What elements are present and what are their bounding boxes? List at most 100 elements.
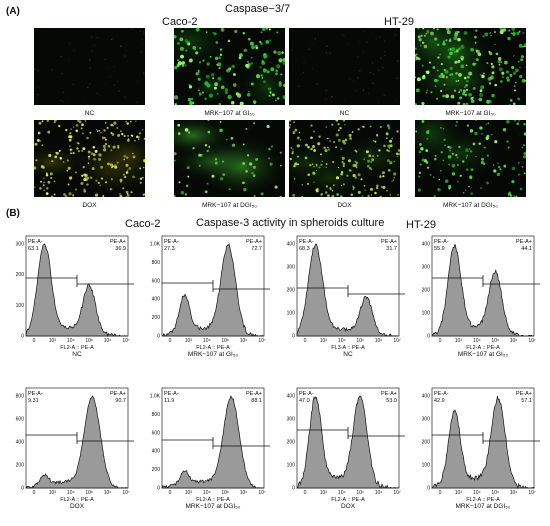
x-tick-label: 10³ — [49, 490, 57, 496]
x-axis-label: FL2-A :: PE-A — [196, 345, 230, 351]
x-tick-label: 10⁶ — [510, 338, 518, 344]
micrograph-cells — [34, 120, 145, 197]
x-tick-label: 10³ — [455, 490, 463, 496]
gate-negative-value: 63.1 — [28, 246, 39, 252]
histogram-area — [161, 395, 265, 489]
x-tick-label: 10⁷ — [528, 490, 536, 496]
x-tick-label: 10⁴ — [473, 338, 481, 344]
x-tick-label: 0 — [439, 338, 442, 344]
x-tick-label: 10⁵ — [356, 490, 364, 496]
x-tick-label: 10⁷ — [122, 490, 130, 496]
x-tick-label: 10⁴ — [338, 338, 346, 344]
y-tick-label: 400 — [287, 242, 296, 248]
gate-positive-value: 44.1 — [521, 246, 532, 252]
micrograph-caption: DOX — [82, 202, 97, 209]
y-tick-label: 200 — [16, 463, 25, 469]
y-tick-label: 100 — [422, 463, 431, 469]
y-tick-label: 200 — [287, 288, 296, 294]
histogram-caco2-nc: 0 100 200 300 0 10³ 10⁴ 10⁵ 10⁶ 10⁷ PE-A- 63.1 PE-A+… — [2, 226, 140, 364]
x-tick-label: 10⁴ — [203, 490, 211, 496]
gate-positive-value: 36.9 — [115, 246, 126, 252]
y-tick-label: 100 — [16, 303, 25, 309]
micrograph-caption: MRK−107 at DGI₅₀ — [443, 202, 498, 209]
micrograph-caption: NC — [84, 110, 95, 117]
y-tick-label: 400 — [422, 242, 431, 248]
gate-positive-label: PE-A+ — [381, 391, 397, 397]
x-tick-label: 10³ — [455, 338, 463, 344]
x-tick-label: 10⁶ — [104, 490, 112, 496]
y-tick-label: 600 — [152, 278, 161, 284]
micrograph-caption: MRK−107 at DGI₅₀ — [202, 202, 257, 209]
gate-positive-value: 57.1 — [521, 398, 532, 404]
x-tick-label: 10³ — [185, 338, 193, 344]
x-tick-label: 10⁶ — [104, 338, 112, 344]
gate-negative-value: 47.0 — [299, 398, 310, 404]
panel-a-title: Caspase−3/7 — [225, 3, 291, 15]
gate-negative-value: 27.3 — [164, 246, 175, 252]
y-tick-label: 0 — [157, 334, 160, 340]
gate-negative-label: PE-A- — [164, 391, 179, 397]
x-axis-label: FL2-A :: PE-A — [331, 497, 365, 503]
x-tick-label: 10³ — [185, 490, 193, 496]
histogram-ht29-mrk-gi50: 0 100 200 300 400 0 10³ 10⁴ 10⁵ 10⁶ 10⁷ PE-A- 55.9 PE… — [408, 226, 546, 364]
x-tick-label: 0 — [169, 338, 172, 344]
gate-negative-label: PE-A- — [434, 239, 449, 245]
gate-positive-label: PE-A+ — [110, 391, 126, 397]
y-tick-label: 300 — [422, 265, 431, 271]
gate-positive-value: 90.7 — [115, 398, 126, 404]
x-tick-label: 10⁵ — [85, 490, 93, 496]
y-tick-label: 300 — [16, 242, 25, 248]
y-tick-label: 200 — [422, 440, 431, 446]
histogram-caco2-mrk-dgi50: 0 200 400 600 800 1.0K 0 10³ 10⁴ 10⁵ 10⁶ 10⁷ PE-A- 11… — [138, 378, 276, 516]
micrograph-ht29-nc — [289, 28, 400, 105]
micrograph-caco2-mrk-gi50 — [174, 28, 285, 105]
micrograph-cells — [415, 120, 526, 197]
gate-positive-label: PE-A+ — [516, 391, 532, 397]
gate-positive-label: PE-A+ — [110, 239, 126, 245]
micrograph-cells — [174, 28, 285, 105]
gate-negative-label: PE-A- — [28, 239, 43, 245]
x-tick-label: 10⁵ — [356, 338, 364, 344]
x-axis-label: FL3-A :: PE-A — [331, 345, 365, 351]
gate-positive-label: PE-A+ — [516, 239, 532, 245]
x-axis-label: FL2-A :: PE-A — [60, 497, 94, 503]
x-axis-label: FL2-A :: PE-A — [466, 345, 500, 351]
x-tick-label: 10⁶ — [240, 490, 248, 496]
x-tick-label: 10⁶ — [375, 490, 383, 496]
x-tick-label: 10⁵ — [491, 490, 499, 496]
y-tick-label: 400 — [152, 297, 161, 303]
gate-negative-value: 11.9 — [164, 398, 174, 404]
micrograph-cells — [289, 120, 400, 197]
y-tick-label: 1.0K — [150, 242, 161, 248]
gate-negative-label: PE-A- — [299, 391, 314, 397]
y-tick-label: 200 — [152, 467, 161, 473]
histogram-area — [25, 243, 128, 338]
x-axis-label: FL2-A :: PE-A — [196, 497, 230, 503]
y-tick-label: 100 — [287, 463, 296, 469]
micrograph-caption: NC — [339, 110, 350, 117]
x-tick-label: 0 — [304, 338, 307, 344]
x-tick-label: 10⁴ — [203, 338, 211, 344]
panel-a-group-caco2: Caco-2 — [162, 16, 198, 28]
micrograph-cells — [289, 28, 399, 104]
y-tick-label: 800 — [16, 394, 25, 400]
micrograph-cells — [174, 120, 285, 197]
y-tick-label: 1.0K — [150, 394, 161, 400]
y-tick-label: 200 — [287, 440, 296, 446]
histogram-area — [25, 395, 129, 489]
histogram-caption: MRK−107 at DGI₅₀ — [456, 503, 511, 510]
gate-positive-value: 31.7 — [386, 246, 397, 252]
histogram-caption: NC — [72, 351, 82, 358]
x-tick-label: 0 — [439, 490, 442, 496]
micrograph-caption: MRK−107 at GI₅₀ — [204, 110, 255, 117]
y-tick-label: 800 — [152, 260, 161, 266]
x-tick-label: 0 — [33, 490, 36, 496]
y-tick-label: 0 — [157, 486, 160, 492]
gate-negative-value: 9.31 — [28, 398, 39, 404]
gate-negative-label: PE-A- — [164, 239, 179, 245]
gate-positive-value: 88.1 — [251, 398, 262, 404]
x-tick-label: 0 — [169, 490, 172, 496]
histogram-caco2-dox: 0 200 400 600 800 0 10³ 10⁴ 10⁵ 10⁶ 10⁷ PE-A- 9.31 PE… — [2, 378, 140, 516]
x-tick-label: 10⁷ — [393, 338, 401, 344]
x-tick-label: 0 — [33, 338, 36, 344]
